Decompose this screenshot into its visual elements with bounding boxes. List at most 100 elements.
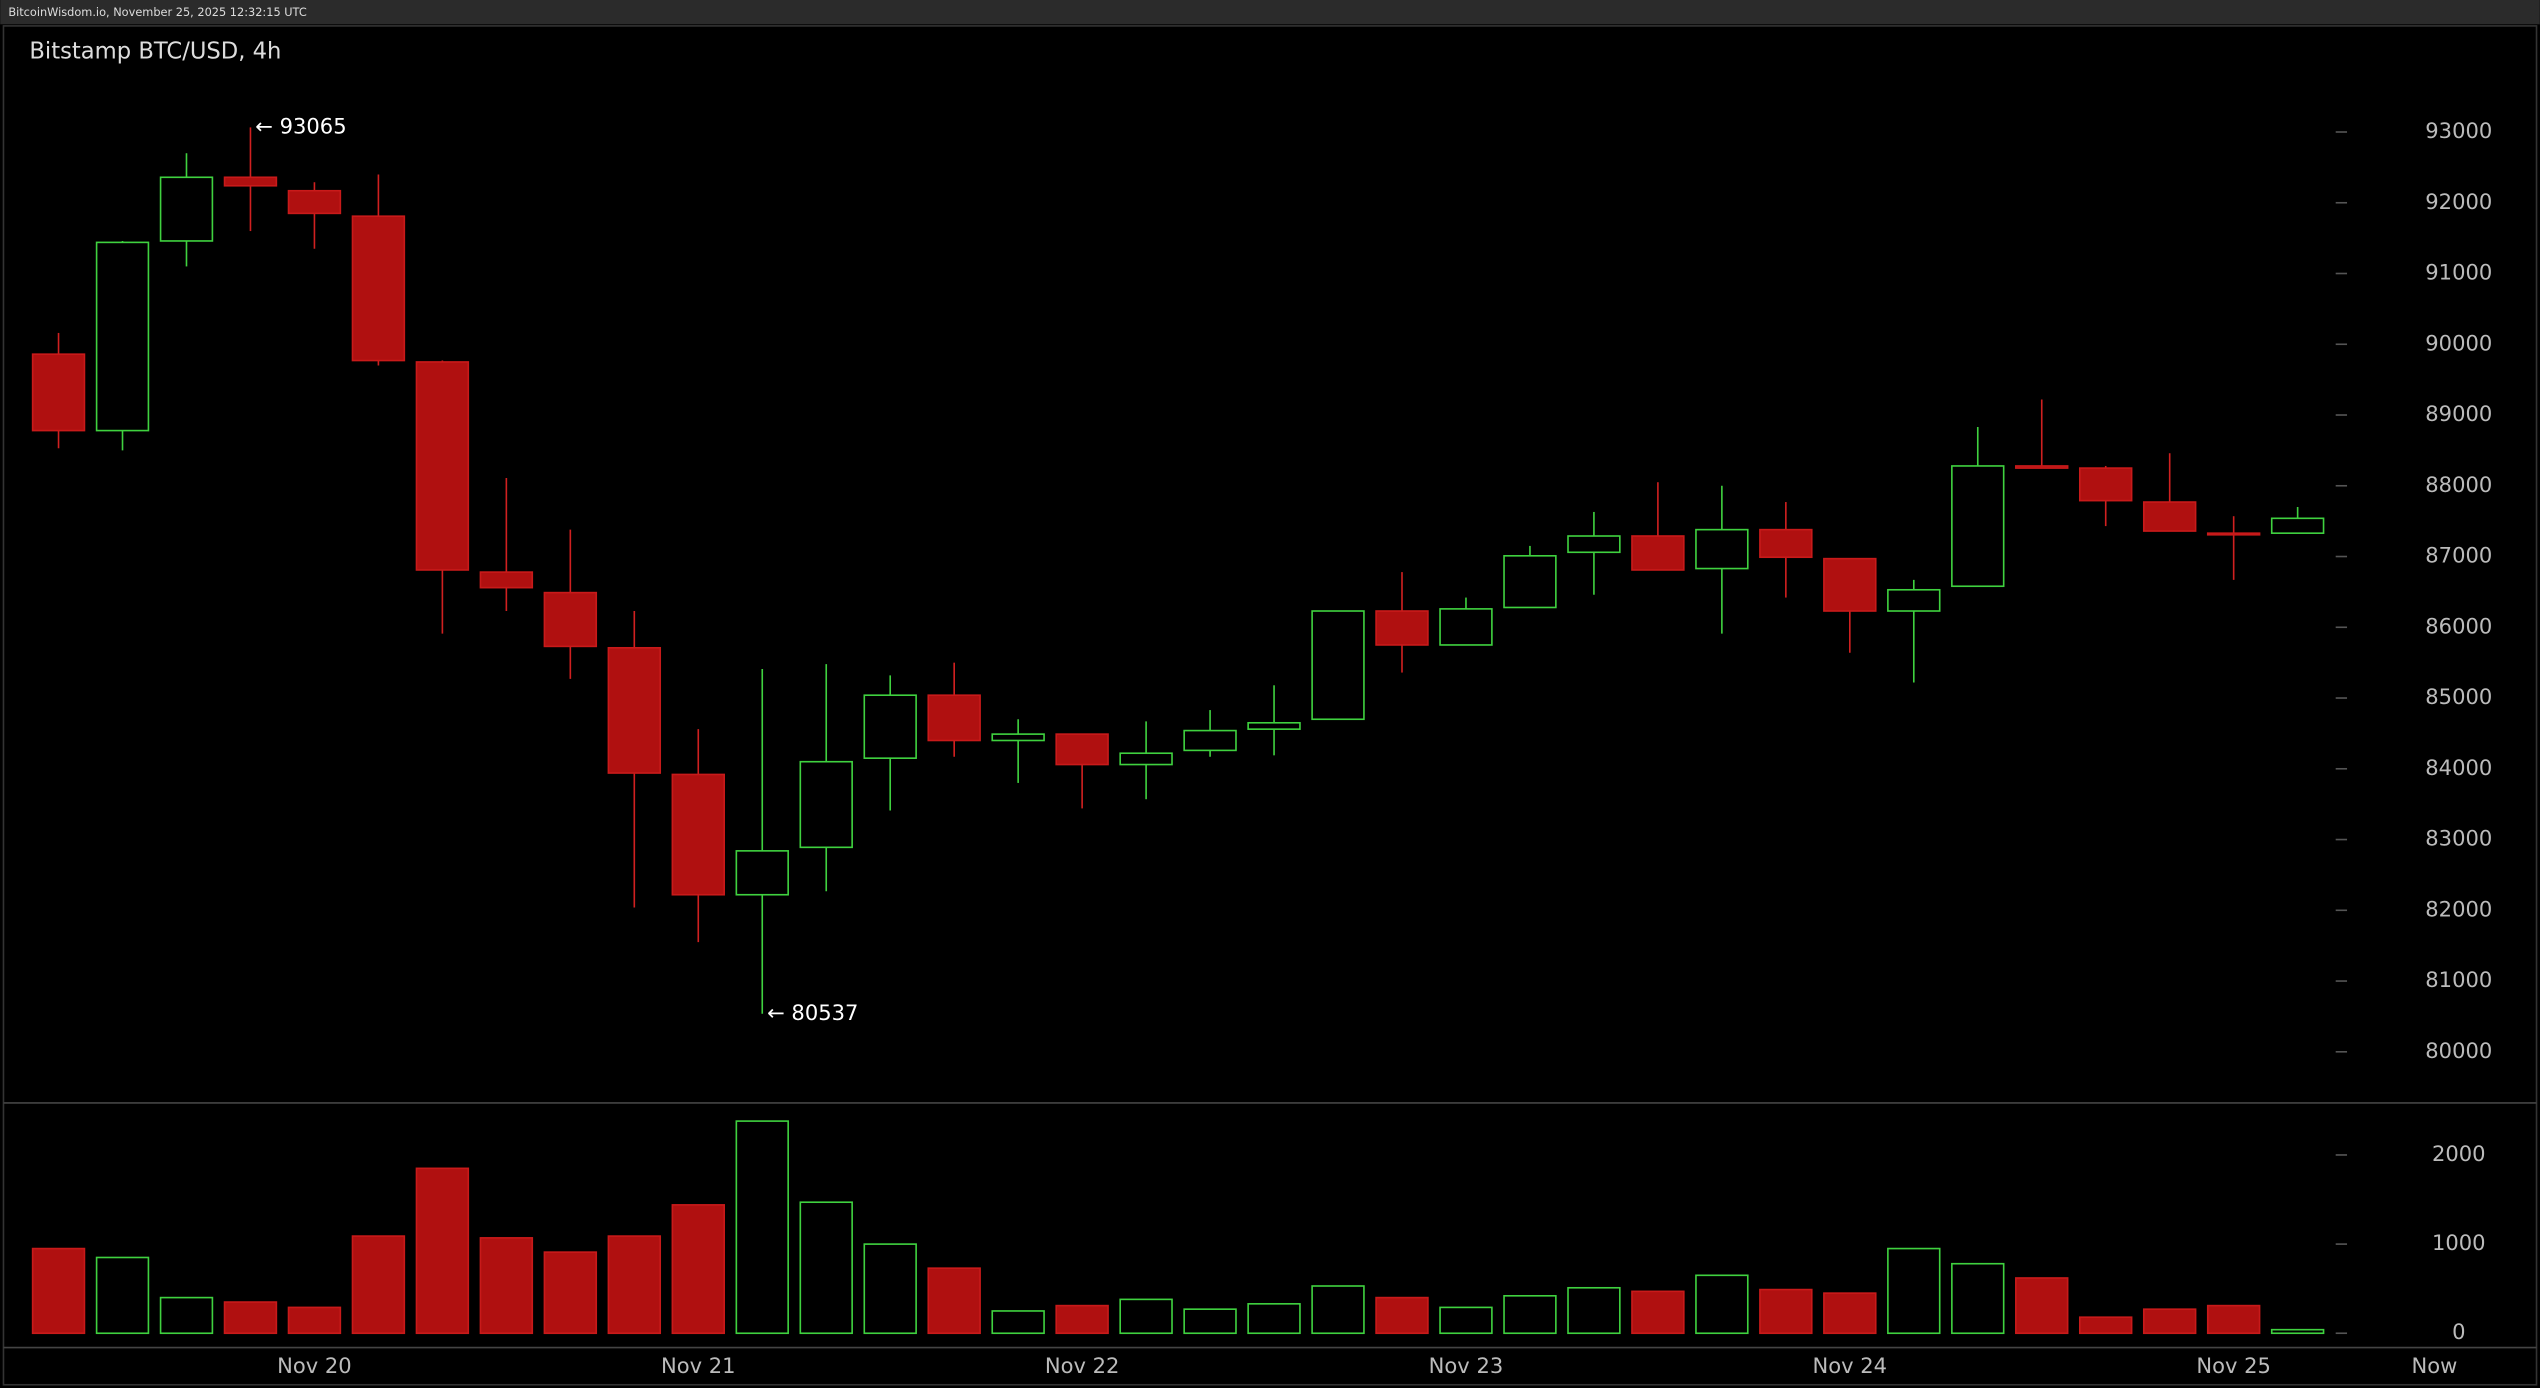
volume-bar	[799, 1201, 853, 1335]
candle-body	[735, 850, 789, 896]
candle-body	[1375, 610, 1429, 646]
candle-body	[223, 176, 278, 187]
volume-bar	[2078, 1316, 2133, 1335]
volume-bar	[927, 1267, 981, 1335]
volume-bar	[1823, 1292, 1877, 1335]
candle-body	[1247, 721, 1301, 730]
chart-title: Bitstamp BTC/USD, 4h	[29, 38, 281, 64]
candle-body	[351, 215, 406, 362]
volume-bar	[479, 1237, 534, 1335]
volume-bar	[735, 1120, 789, 1335]
y-tick-label: 2000	[2432, 1141, 2486, 1166]
y-tick-label: 88000	[2425, 472, 2492, 497]
now-label: Now	[2412, 1353, 2458, 1378]
candle-body	[31, 353, 86, 432]
candle-body	[1311, 610, 1365, 721]
y-tick-label: 82000	[2425, 896, 2492, 921]
candle-body	[1887, 588, 1941, 612]
candle-body	[1503, 555, 1557, 609]
y-tick-label: 87000	[2425, 543, 2492, 568]
y-tick-label: 86000	[2425, 613, 2492, 638]
volume-bar	[2206, 1304, 2261, 1335]
candle-body	[1119, 752, 1173, 766]
volume-bar	[223, 1301, 278, 1335]
volume-bar	[1183, 1308, 1237, 1335]
candle-body	[1759, 528, 1813, 559]
candle-body	[1695, 528, 1749, 570]
candle-body	[1951, 465, 2005, 588]
candle-body	[1183, 729, 1237, 752]
volume-bar	[1887, 1247, 1941, 1335]
y-tick-label: 91000	[2425, 260, 2492, 285]
candle-body	[2015, 465, 2069, 469]
candle-body	[1439, 608, 1493, 646]
volume-bar	[1951, 1262, 2005, 1335]
y-tick-label: 1000	[2432, 1230, 2486, 1255]
x-tick-label: Nov 25	[2196, 1353, 2271, 1378]
volume-bar	[31, 1247, 86, 1335]
candle-body	[2078, 467, 2133, 502]
x-tick-label: Nov 21	[661, 1353, 736, 1378]
candle-body	[799, 760, 853, 849]
price-annotation: ← 80537	[767, 1000, 858, 1025]
candle-body	[671, 773, 726, 896]
candle-body	[927, 694, 981, 742]
volume-bar	[671, 1204, 726, 1335]
candle-body	[287, 189, 342, 215]
volume-bar	[1247, 1303, 1301, 1335]
y-tick-label: 80000	[2425, 1038, 2492, 1063]
candle-body	[543, 591, 598, 648]
volume-bar	[95, 1256, 150, 1335]
volume-bar	[351, 1235, 406, 1335]
header-text: BitcoinWisdom.io, November 25, 2025 12:3…	[8, 5, 306, 19]
y-tick-label: 0	[2452, 1319, 2465, 1344]
y-tick-label: 85000	[2425, 684, 2492, 709]
candle-body	[95, 241, 150, 432]
candle-body	[2206, 532, 2261, 536]
volume-bar	[1759, 1288, 1813, 1335]
y-tick-label: 93000	[2425, 118, 2492, 143]
candle-body	[2142, 501, 2197, 532]
x-tick-label: Nov 24	[1813, 1353, 1888, 1378]
volume-bar	[1631, 1290, 1685, 1335]
candle-body	[607, 646, 662, 774]
volume-bar	[1695, 1274, 1749, 1335]
candle-body	[1567, 535, 1621, 554]
volume-bar	[159, 1296, 214, 1335]
candle-body	[2270, 517, 2325, 534]
volume-bar	[607, 1235, 662, 1335]
y-tick-label: 89000	[2425, 401, 2492, 426]
x-tick-label: Nov 23	[1429, 1353, 1504, 1378]
y-tick-label: 92000	[2425, 189, 2492, 214]
candle-body	[1823, 557, 1877, 612]
x-tick-label: Nov 22	[1045, 1353, 1120, 1378]
candle-body	[479, 571, 534, 589]
volume-bar	[1375, 1296, 1429, 1335]
y-tick-label: 90000	[2425, 330, 2492, 355]
candle-body	[991, 733, 1045, 742]
y-tick-label: 81000	[2425, 967, 2492, 992]
panel	[2, 25, 2538, 1386]
candle-body	[1055, 733, 1109, 766]
volume-bar	[1503, 1294, 1557, 1335]
top-bar	[0, 0, 2540, 25]
volume-bar	[991, 1310, 1045, 1335]
volume-bar	[1567, 1286, 1621, 1335]
volume-bar	[1311, 1285, 1365, 1335]
candle-body	[1631, 535, 1685, 571]
volume-bar	[287, 1306, 342, 1335]
volume-bar	[1055, 1304, 1109, 1335]
y-tick-label: 84000	[2425, 755, 2492, 780]
volume-bar	[2015, 1277, 2069, 1335]
volume-bar	[863, 1243, 917, 1335]
candle-body	[415, 361, 470, 571]
x-tick-label: Nov 20	[277, 1353, 352, 1378]
volume-bar	[2142, 1308, 2197, 1335]
volume-bar	[1439, 1306, 1493, 1335]
y-tick-label: 83000	[2425, 826, 2492, 851]
price-annotation: ← 93065	[255, 113, 346, 138]
volume-bar	[543, 1251, 598, 1335]
volume-bar	[2270, 1328, 2325, 1335]
